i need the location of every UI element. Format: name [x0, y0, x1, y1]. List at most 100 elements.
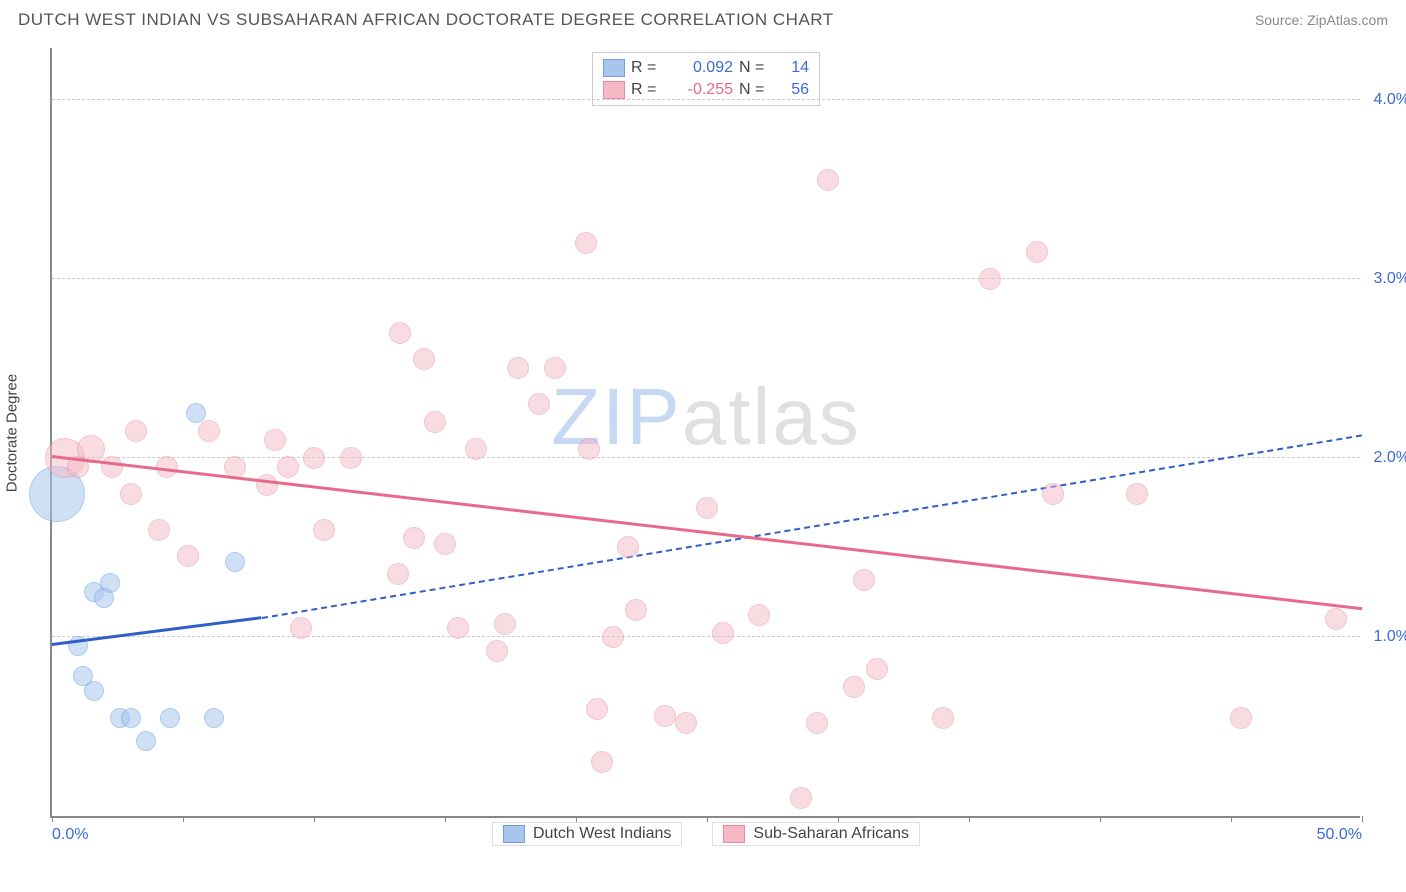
- x-tick: [314, 816, 315, 822]
- data-point: [434, 533, 456, 555]
- data-point: [843, 676, 865, 698]
- y-tick-label: 2.0%: [1364, 449, 1406, 467]
- legend-n-label: N =: [739, 59, 773, 77]
- plot-container: Doctorate Degree ZIPatlas R =0.092N =14R…: [50, 48, 1360, 818]
- data-point: [486, 640, 508, 662]
- legend-series-label: Sub-Saharan Africans: [753, 825, 909, 843]
- data-point: [853, 569, 875, 591]
- x-tick: [1362, 816, 1363, 822]
- data-point: [696, 497, 718, 519]
- data-point: [447, 617, 469, 639]
- x-tick: [1231, 816, 1232, 822]
- data-point: [94, 588, 114, 608]
- data-point: [424, 411, 446, 433]
- data-point: [256, 474, 278, 496]
- data-point: [277, 456, 299, 478]
- y-tick-label: 4.0%: [1364, 91, 1406, 109]
- gridline: [52, 636, 1360, 637]
- data-point: [712, 622, 734, 644]
- legend-series-label: Dutch West Indians: [533, 825, 671, 843]
- data-point: [617, 536, 639, 558]
- data-point: [578, 438, 600, 460]
- y-axis-label: Doctorate Degree: [4, 374, 21, 492]
- legend-series-item: Sub-Saharan Africans: [712, 822, 920, 846]
- legend-swatch: [503, 825, 525, 843]
- data-point: [313, 519, 335, 541]
- data-point: [186, 403, 206, 423]
- watermark-atlas: atlas: [682, 372, 861, 461]
- data-point: [387, 563, 409, 585]
- trend-line: [52, 616, 262, 646]
- data-point: [120, 483, 142, 505]
- data-point: [389, 322, 411, 344]
- data-point: [675, 712, 697, 734]
- legend-r-label: R =: [631, 81, 665, 99]
- chart-title: DUTCH WEST INDIAN VS SUBSAHARAN AFRICAN …: [18, 10, 834, 30]
- legend-r-value: 0.092: [671, 59, 733, 77]
- legend-swatch: [723, 825, 745, 843]
- data-point: [932, 707, 954, 729]
- data-point: [1126, 483, 1148, 505]
- legend-correlation-row: R = 0.092 N = 14: [603, 57, 809, 79]
- data-point: [528, 393, 550, 415]
- x-tick-label: 50.0%: [1317, 826, 1362, 844]
- x-tick: [707, 816, 708, 822]
- data-point: [413, 348, 435, 370]
- data-point: [790, 787, 812, 809]
- data-point: [575, 232, 597, 254]
- data-point: [544, 357, 566, 379]
- data-point: [177, 545, 199, 567]
- plot-area: ZIPatlas R =0.092N =14R =-0.255N =56 Dut…: [50, 48, 1360, 818]
- legend-r-label: R =: [631, 59, 665, 77]
- legend-series: Dutch West Indians Sub-Saharan Africans: [492, 822, 920, 846]
- legend-swatch: [603, 59, 625, 77]
- legend-r-value: -0.255: [671, 81, 733, 99]
- data-point: [121, 708, 141, 728]
- data-point: [602, 626, 624, 648]
- data-point: [160, 708, 180, 728]
- data-point: [125, 420, 147, 442]
- chart-source: Source: ZipAtlas.com: [1255, 12, 1388, 28]
- data-point: [204, 708, 224, 728]
- data-point: [748, 604, 770, 626]
- data-point: [507, 357, 529, 379]
- x-tick: [183, 816, 184, 822]
- x-tick: [838, 816, 839, 822]
- x-tick: [1100, 816, 1101, 822]
- legend-n-value: 14: [779, 59, 809, 77]
- x-tick: [969, 816, 970, 822]
- y-tick-label: 1.0%: [1364, 628, 1406, 646]
- x-tick: [445, 816, 446, 822]
- data-point: [136, 731, 156, 751]
- gridline: [52, 99, 1360, 100]
- data-point: [225, 552, 245, 572]
- y-tick-label: 3.0%: [1364, 270, 1406, 288]
- legend-correlation-row: R = -0.255 N = 56: [603, 79, 809, 101]
- legend-swatch: [603, 81, 625, 99]
- data-point: [866, 658, 888, 680]
- gridline: [52, 457, 1360, 458]
- trend-line: [52, 455, 1362, 610]
- x-tick: [52, 816, 53, 822]
- data-point: [403, 527, 425, 549]
- data-point: [817, 169, 839, 191]
- legend-series-item: Dutch West Indians: [492, 822, 682, 846]
- trend-line: [261, 434, 1362, 619]
- data-point: [591, 751, 613, 773]
- legend-n-label: N =: [739, 81, 773, 99]
- data-point: [303, 447, 325, 469]
- x-tick-label: 0.0%: [52, 826, 88, 844]
- data-point: [979, 268, 1001, 290]
- chart-header: DUTCH WEST INDIAN VS SUBSAHARAN AFRICAN …: [0, 0, 1406, 36]
- data-point: [1026, 241, 1048, 263]
- data-point: [1230, 707, 1252, 729]
- data-point: [84, 681, 104, 701]
- data-point: [264, 429, 286, 451]
- data-point: [654, 705, 676, 727]
- x-tick: [576, 816, 577, 822]
- legend-n-value: 56: [779, 81, 809, 99]
- data-point: [1325, 608, 1347, 630]
- data-point: [494, 613, 516, 635]
- data-point: [806, 712, 828, 734]
- data-point: [1042, 483, 1064, 505]
